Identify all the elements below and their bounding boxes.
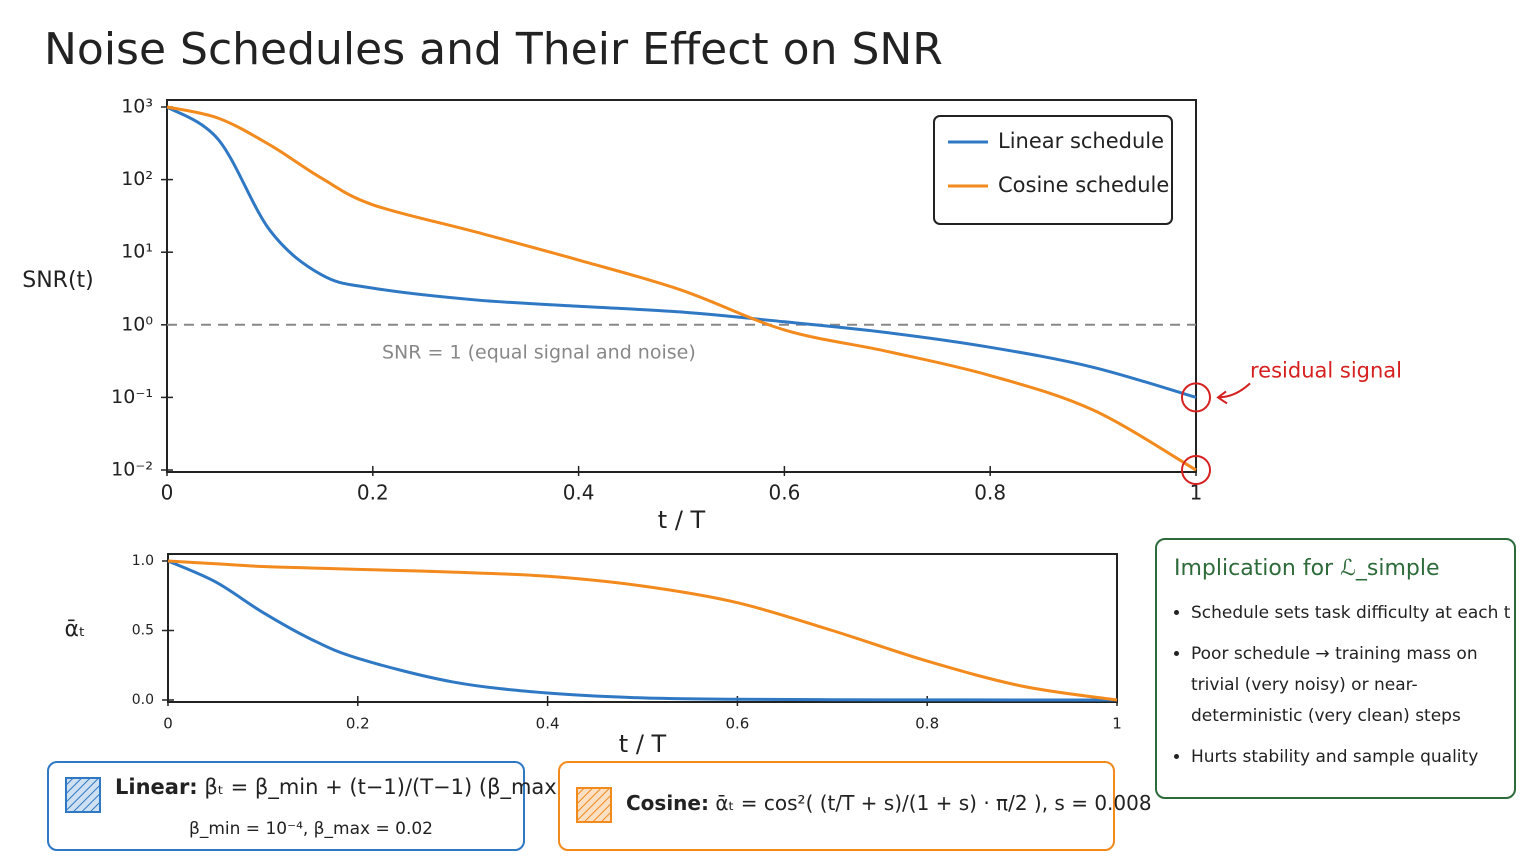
plot-frame <box>167 553 1118 703</box>
y-tick-label: 1.0 <box>132 553 154 569</box>
cosine-formula-box: Cosine: ᾱₜ = cos²( (t/T + s)/(1 + s) · π… <box>558 761 1152 851</box>
x-tick-label: 0.8 <box>915 715 939 733</box>
series-line <box>167 559 1118 702</box>
swatch <box>576 787 612 823</box>
x-tick-label: 0.6 <box>725 715 749 733</box>
series-line <box>166 105 1197 472</box>
series-line <box>166 105 1197 399</box>
y-tick-label: 10⁻¹ <box>111 386 153 408</box>
y-tick-label: 0.5 <box>132 623 154 639</box>
x-tick-label: 0.4 <box>536 715 560 733</box>
y-axis-label: ᾱₜ <box>65 617 86 642</box>
x-tick-label: 1 <box>1112 715 1122 733</box>
y-tick-label: 0.0 <box>132 692 154 708</box>
formula-label: Linear: <box>115 775 198 799</box>
x-tick-label: 0.2 <box>346 715 370 733</box>
linear-formula-box: Linear: βₜ = β_min + (t−1)/(T−1) (β_max … <box>47 761 659 851</box>
annotation-circle <box>1181 455 1211 485</box>
bullets: Schedule sets task difficulty at each t P… <box>1157 598 1511 783</box>
plot-frame <box>166 99 1197 473</box>
y-tick-label: 10¹ <box>121 241 153 263</box>
x-tick-label: 0.4 <box>563 481 595 505</box>
annotation-text: residual signal <box>1250 358 1402 382</box>
annotation-arrow <box>1216 382 1251 405</box>
swatch <box>65 777 101 813</box>
legend-label: Linear schedule <box>998 129 1164 153</box>
formula-params: β_min = 10⁻⁴, β_max = 0.02 <box>189 819 433 839</box>
implication-title: Implication for ℒ_simple <box>1174 556 1440 581</box>
reference-label: SNR = 1 (equal signal and noise) <box>382 341 696 363</box>
y-tick-label: 10³ <box>121 96 153 118</box>
bullet: Poor schedule → training mass on trivial… <box>1191 639 1511 732</box>
formula: Cosine: ᾱₜ = cos²( (t/T + s)/(1 + s) · π… <box>626 791 1152 815</box>
bullet: Schedule sets task difficulty at each t <box>1191 598 1511 629</box>
y-tick-label: 10⁰ <box>121 313 153 335</box>
x-tick-label: 0.8 <box>974 481 1006 505</box>
x-tick-label: 0 <box>163 715 173 733</box>
x-tick-label: 1 <box>1190 481 1203 505</box>
page-title: Noise Schedules and Their Effect on SNR <box>44 24 943 75</box>
y-axis-label: SNR(t) <box>22 268 94 293</box>
formula-label: Cosine: <box>626 791 709 815</box>
series-line <box>167 559 1118 702</box>
implication-box: Implication for ℒ_simple Schedule sets t… <box>1155 538 1516 799</box>
x-tick-label: 0 <box>161 481 174 505</box>
y-tick-label: 10² <box>121 168 153 190</box>
x-axis-label: t / T <box>658 506 706 534</box>
y-tick-label: 10⁻² <box>111 459 153 481</box>
formula-text: ᾱₜ = cos²( (t/T + s)/(1 + s) · π/2 ), s … <box>715 791 1152 815</box>
x-axis-label: t / T <box>619 730 667 758</box>
x-tick-label: 0.2 <box>357 481 389 505</box>
annotation-circle <box>1181 382 1211 413</box>
x-tick-label: 0.6 <box>768 481 800 505</box>
legend-box <box>933 115 1173 225</box>
bullet: Hurts stability and sample quality <box>1191 742 1511 773</box>
legend-label: Cosine schedule <box>998 173 1169 197</box>
